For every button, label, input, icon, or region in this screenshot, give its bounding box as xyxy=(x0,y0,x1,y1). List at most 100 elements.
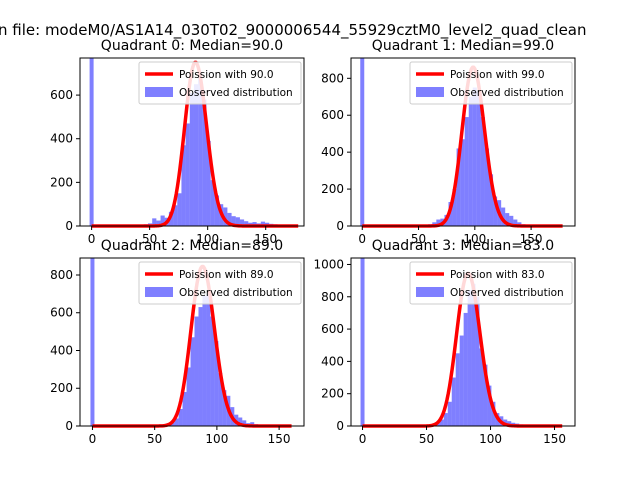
subplot-quadrant-2: Quadrant 2: Median=89.0 0 50 100 150 0 200 400… xyxy=(50,238,305,446)
x-tick-label: 150 xyxy=(268,432,291,446)
legend-box xyxy=(409,261,573,305)
histogram-bar xyxy=(447,401,452,426)
x-tick-label: 100 xyxy=(196,232,219,246)
legend-observed-swatch xyxy=(416,87,444,97)
histogram-bar xyxy=(238,417,243,426)
y-tick-label: 0 xyxy=(65,419,73,433)
legend-box xyxy=(138,61,302,105)
x-tick-label: 50 xyxy=(147,432,162,446)
histogram-bar xyxy=(173,205,178,226)
histogram-bar xyxy=(487,385,492,426)
histogram-bar xyxy=(239,219,245,226)
histogram-spike-bar xyxy=(89,58,94,226)
legend-observed-swatch xyxy=(145,87,173,97)
legend-box xyxy=(138,261,302,305)
y-tick-label: 200 xyxy=(50,381,73,395)
histogram-bar xyxy=(493,196,498,226)
histogram-bar xyxy=(472,87,477,227)
histogram-bar xyxy=(231,216,236,226)
y-tick-label: 400 xyxy=(50,343,73,357)
plot-area: 0 50 100 150 0 200 400 600 Poission with 90.0 Obs… xyxy=(50,57,305,246)
y-tick-label: 200 xyxy=(50,175,73,189)
subplot-quadrant-0: Quadrant 0: Median=90.0 0 50 100 150 0 200 400… xyxy=(50,38,305,246)
histogram-bar xyxy=(517,222,522,226)
y-tick-label: 800 xyxy=(321,290,344,304)
y-tick-label: 800 xyxy=(50,268,73,282)
x-tick-label: 50 xyxy=(419,432,434,446)
histogram-bar xyxy=(468,96,473,226)
histogram-spike-bar xyxy=(360,258,365,426)
histogram-bar xyxy=(451,377,456,426)
histogram-bar xyxy=(489,174,494,226)
x-tick-label: 150 xyxy=(520,232,543,246)
histogram-bar xyxy=(156,220,161,226)
histogram-bar xyxy=(198,77,203,226)
histogram-bar xyxy=(509,215,514,226)
histogram-bar xyxy=(210,316,215,426)
x-tick-label: 100 xyxy=(205,432,228,446)
histogram-spike-bar xyxy=(90,258,95,426)
histogram-bar xyxy=(193,84,199,226)
histogram-spike-bar xyxy=(360,58,365,226)
histogram-bar xyxy=(242,420,247,426)
histogram-bar xyxy=(475,296,480,426)
legend-observed-swatch xyxy=(416,287,444,297)
histogram-bar xyxy=(206,140,211,226)
y-tick-label: 800 xyxy=(321,71,344,85)
x-tick-label: 0 xyxy=(89,432,97,446)
x-tick-label: 0 xyxy=(359,432,367,446)
histogram-bar xyxy=(190,337,195,426)
y-tick-label: 1000 xyxy=(313,257,344,271)
plot-area: 0 50 100 150 0 200 400 600 800 Poission with 99.0… xyxy=(321,57,576,246)
histogram-bar xyxy=(160,215,165,226)
legend-poisson-label: Poission with 90.0 xyxy=(179,69,274,81)
subplot-title: Quadrant 2: Median=89.0 xyxy=(101,238,283,254)
y-tick-label: 0 xyxy=(336,219,344,233)
histogram-bar xyxy=(177,193,182,226)
legend-poisson-label: Poission with 83.0 xyxy=(450,269,545,281)
legend-observed-swatch xyxy=(145,287,173,297)
histogram-bar xyxy=(467,290,472,426)
legend: Poission with 89.0 Observed distribution xyxy=(138,261,302,305)
legend-observed-label: Observed distribution xyxy=(179,287,293,299)
histogram-bar xyxy=(198,307,203,426)
legend-poisson-label: Poission with 89.0 xyxy=(179,269,274,281)
histogram-bar xyxy=(222,390,227,426)
x-tick-label: 150 xyxy=(254,232,277,246)
histogram-bar xyxy=(235,217,240,226)
axes-frame xyxy=(350,57,576,227)
y-tick-label: 400 xyxy=(321,145,344,159)
legend-poisson-label: Poission with 99.0 xyxy=(450,69,545,81)
histogram-bar xyxy=(174,418,179,426)
subplot-title: Quadrant 3: Median=83.0 xyxy=(372,238,554,254)
histogram-bar xyxy=(206,293,211,426)
legend-box xyxy=(409,61,573,105)
histogram-bar xyxy=(260,221,266,226)
y-tick-label: 400 xyxy=(321,354,344,368)
histogram-bar xyxy=(513,219,518,226)
x-tick-label: 100 xyxy=(479,432,502,446)
histogram-bar xyxy=(463,312,468,426)
subplot-title: Quadrant 1: Median=99.0 xyxy=(372,38,554,54)
histogram-bar xyxy=(484,148,490,226)
histogram-bar xyxy=(182,392,187,426)
histogram-bar xyxy=(250,422,255,426)
legend-observed-label: Observed distribution xyxy=(179,87,293,99)
histogram-bar xyxy=(252,222,257,226)
histogram-bar xyxy=(456,148,461,226)
figure-title: n file: modeM0/AS1A14_030T02_9000006544_… xyxy=(0,21,587,40)
legend: Poission with 99.0 Observed distribution xyxy=(409,61,573,105)
x-tick-label: 100 xyxy=(463,232,486,246)
x-tick-label: 50 xyxy=(411,232,426,246)
y-tick-label: 600 xyxy=(321,322,344,336)
histogram-bar xyxy=(480,117,485,226)
histogram-bar xyxy=(194,316,199,426)
subplot-quadrant-3: Quadrant 3: Median=83.0 0 50 100 150 0 200 400… xyxy=(313,238,576,446)
histogram-bar xyxy=(170,422,175,426)
y-tick-label: 600 xyxy=(321,108,344,122)
histogram-bar xyxy=(479,348,484,426)
legend-observed-label: Observed distribution xyxy=(450,87,564,99)
histogram-bar xyxy=(507,421,512,426)
histogram-bar xyxy=(214,195,220,226)
histogram-bar xyxy=(189,92,194,226)
